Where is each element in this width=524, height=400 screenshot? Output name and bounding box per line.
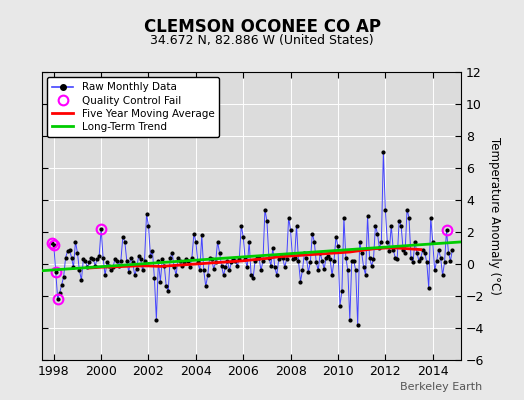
Text: CLEMSON OCONEE CO AP: CLEMSON OCONEE CO AP [144,18,380,36]
Text: Berkeley Earth: Berkeley Earth [400,382,482,392]
Y-axis label: Temperature Anomaly (°C): Temperature Anomaly (°C) [488,137,501,295]
Text: 34.672 N, 82.886 W (United States): 34.672 N, 82.886 W (United States) [150,34,374,47]
Legend: Raw Monthly Data, Quality Control Fail, Five Year Moving Average, Long-Term Tren: Raw Monthly Data, Quality Control Fail, … [47,77,220,137]
